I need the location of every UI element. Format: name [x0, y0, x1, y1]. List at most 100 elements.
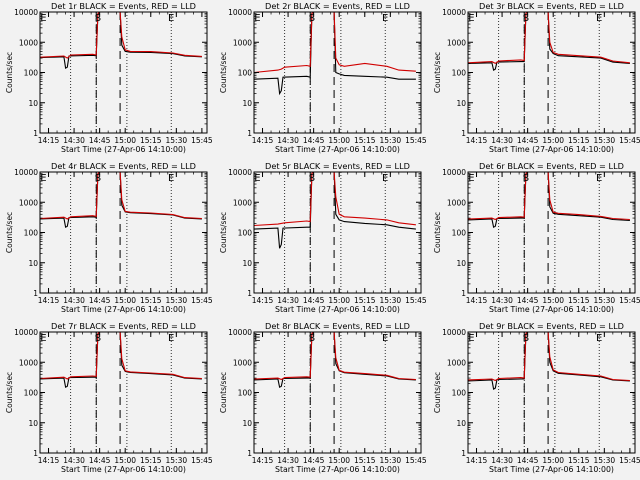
- annotation-label: E: [382, 13, 388, 24]
- y-axis-label: Counts/sec: [219, 52, 228, 93]
- annotation-label: S: [95, 333, 101, 344]
- panel-svg: Det 2r BLACK = Events, RED = LLD 1 10 100 10…: [219, 1, 426, 154]
- panel-svg: Det 6r BLACK = Events, RED = LLD 1 10 100 10…: [433, 161, 640, 314]
- plot-frame: [39, 171, 208, 294]
- x-tick-label: 15:45: [405, 456, 426, 465]
- x-tick-label: 15:00: [328, 296, 350, 305]
- chart-title: Det 1r BLACK = Events, RED = LLD: [51, 1, 196, 11]
- y-tick-label: 100: [238, 389, 253, 398]
- x-tick-label: 15:15: [568, 136, 590, 145]
- y-tick-label: 10000: [228, 8, 252, 17]
- x-tick-label: 14:30: [491, 456, 513, 465]
- x-tick-label: 14:45: [303, 136, 325, 145]
- detector-panel-2: Det 2r BLACK = Events, RED = LLD 1 10 100 10…: [216, 0, 426, 160]
- panel-svg: Det 3r BLACK = Events, RED = LLD 1 10 100 10…: [433, 1, 640, 154]
- y-tick-label: 1: [247, 289, 252, 298]
- annotation-label: E: [254, 333, 260, 344]
- y-tick-label: 100: [24, 69, 39, 78]
- annotation-label: E: [596, 173, 602, 184]
- annotation-label: E: [168, 13, 174, 24]
- x-tick-label: 15:00: [542, 456, 564, 465]
- x-tick-label: 15:45: [619, 296, 640, 305]
- x-tick-label: 14:30: [277, 136, 299, 145]
- x-tick-label: 15:30: [380, 296, 402, 305]
- y-axis-label: Counts/sec: [219, 212, 228, 253]
- plot-frame: [467, 11, 636, 134]
- y-tick-label: 10: [456, 259, 466, 268]
- y-tick-label: 1: [461, 289, 466, 298]
- y-axis-label: Counts/sec: [219, 372, 228, 413]
- y-tick-label: 10000: [14, 328, 38, 337]
- series-lld: [40, 12, 202, 59]
- y-tick-label: 1: [247, 449, 252, 458]
- annotation-label: S: [523, 173, 529, 184]
- chart-title: Det 2r BLACK = Events, RED = LLD: [265, 1, 410, 11]
- chart-title: Det 7r BLACK = Events, RED = LLD: [51, 321, 196, 331]
- series-lld: [468, 172, 630, 221]
- detector-panel-7: Det 7r BLACK = Events, RED = LLD 1 10 100 10…: [2, 320, 212, 480]
- chart-title: Det 3r BLACK = Events, RED = LLD: [479, 1, 624, 11]
- series-lld: [254, 332, 416, 381]
- x-tick-label: 14:45: [89, 296, 111, 305]
- x-tick-label: 14:45: [303, 296, 325, 305]
- y-axis-label: Counts/sec: [433, 372, 442, 413]
- detector-panel-9: Det 9r BLACK = Events, RED = LLD 1 10 100 10…: [430, 320, 640, 480]
- detector-panel-4: Det 4r BLACK = Events, RED = LLD 1 10 100 10…: [2, 160, 212, 320]
- x-tick-label: 14:15: [466, 136, 488, 145]
- x-tick-label: 15:45: [405, 136, 426, 145]
- annotation-label: S: [95, 173, 101, 184]
- x-tick-label: 15:15: [140, 136, 162, 145]
- chart-title: Det 6r BLACK = Events, RED = LLD: [479, 161, 624, 171]
- x-tick-label: 14:15: [252, 456, 274, 465]
- annotation-label: E: [468, 333, 474, 344]
- annotation-label: E: [254, 173, 260, 184]
- x-tick-label: 15:30: [594, 296, 616, 305]
- series-lld: [468, 12, 630, 65]
- series-lld: [254, 12, 416, 74]
- y-tick-label: 1: [33, 129, 38, 138]
- x-tick-label: 14:15: [466, 456, 488, 465]
- y-tick-label: 100: [238, 229, 253, 238]
- y-tick-label: 100: [452, 69, 467, 78]
- y-tick-label: 10000: [14, 8, 38, 17]
- x-axis-label: Start Time (27-Apr-06 14:10:00): [275, 305, 400, 314]
- x-tick-label: 14:30: [277, 296, 299, 305]
- x-tick-label: 14:30: [491, 296, 513, 305]
- x-tick-label: 15:00: [542, 296, 564, 305]
- x-axis-label: Start Time (27-Apr-06 14:10:00): [275, 145, 400, 154]
- series-events: [468, 332, 630, 390]
- x-axis-label: Start Time (27-Apr-06 14:10:00): [489, 465, 614, 474]
- y-tick-label: 10: [242, 99, 252, 108]
- y-tick-label: 1000: [19, 198, 38, 207]
- y-tick-label: 100: [24, 229, 39, 238]
- panel-svg: Det 5r BLACK = Events, RED = LLD 1 10 100 10…: [219, 161, 426, 314]
- x-tick-label: 14:15: [38, 456, 60, 465]
- x-tick-label: 14:15: [252, 296, 274, 305]
- x-tick-label: 14:30: [63, 136, 85, 145]
- x-tick-label: 15:15: [140, 456, 162, 465]
- series-events: [468, 172, 630, 229]
- y-tick-label: 10000: [442, 8, 466, 17]
- y-tick-label: 10: [242, 419, 252, 428]
- panel-svg: Det 4r BLACK = Events, RED = LLD 1 10 100 10…: [5, 161, 212, 314]
- annotation-label: E: [40, 13, 46, 24]
- x-tick-label: 14:45: [89, 136, 111, 145]
- y-tick-label: 100: [452, 229, 467, 238]
- x-axis-label: Start Time (27-Apr-06 14:10:00): [61, 145, 186, 154]
- x-tick-label: 15:15: [568, 456, 590, 465]
- plot-frame: [467, 331, 636, 454]
- plot-frame: [253, 171, 422, 294]
- y-tick-label: 10: [28, 259, 38, 268]
- y-axis-label: Counts/sec: [433, 52, 442, 93]
- x-tick-label: 15:30: [166, 456, 188, 465]
- x-tick-label: 14:45: [517, 136, 539, 145]
- y-tick-label: 1: [33, 449, 38, 458]
- x-tick-label: 14:45: [303, 456, 325, 465]
- x-axis-label: Start Time (27-Apr-06 14:10:00): [489, 145, 614, 154]
- annotation-label: E: [40, 333, 46, 344]
- x-tick-label: 15:00: [328, 456, 350, 465]
- y-tick-label: 1: [461, 129, 466, 138]
- x-tick-label: 15:45: [619, 136, 640, 145]
- x-tick-label: 15:00: [114, 136, 136, 145]
- plot-frame: [253, 331, 422, 454]
